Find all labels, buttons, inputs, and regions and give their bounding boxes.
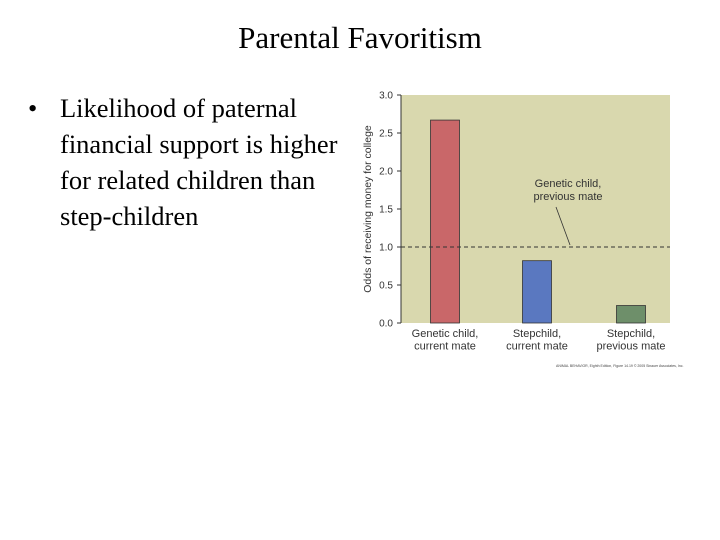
y-tick-label: 1.0 — [379, 243, 393, 254]
y-axis-label: Odds of receiving money for college — [362, 125, 374, 293]
bar — [430, 119, 460, 324]
category-label: current mate — [506, 341, 568, 353]
category-label: Genetic child, — [412, 328, 479, 340]
annotation-pointer — [555, 206, 571, 246]
bullet-item: • Likelihood of paternal financial suppo… — [28, 90, 348, 234]
category-label: Stepchild, — [607, 328, 655, 340]
category-label: current mate — [414, 341, 476, 353]
bar-chart: 0.0 0.5 1.0 1.5 2.0 2.5 3.0 Odds of receiving m… — [362, 91, 670, 353]
reference-line-label: Genetic child, — [535, 178, 602, 190]
y-tick-label: 0.5 — [379, 281, 393, 292]
y-tick-label: 0.0 — [379, 319, 393, 330]
bullet-text: Likelihood of paternal financial support… — [60, 93, 338, 231]
category-label: Stepchild, — [513, 328, 561, 340]
bar — [616, 305, 646, 324]
figure-credit: ANIMAL BEHAVIOR, Eighth Edition, Figure … — [556, 364, 684, 368]
bar — [522, 260, 552, 324]
category-label: previous mate — [596, 341, 665, 353]
y-tick-label: 3.0 — [379, 91, 393, 102]
y-tick-label: 1.5 — [379, 205, 393, 216]
bullet-dot-icon: • — [28, 93, 38, 123]
bullet-list: • Likelihood of paternal financial suppo… — [28, 90, 348, 234]
y-tick-label: 2.5 — [379, 129, 393, 140]
reference-line-label: previous mate — [533, 191, 602, 203]
y-tick-label: 2.0 — [379, 167, 393, 178]
slide-title: Parental Favoritism — [238, 20, 482, 55]
